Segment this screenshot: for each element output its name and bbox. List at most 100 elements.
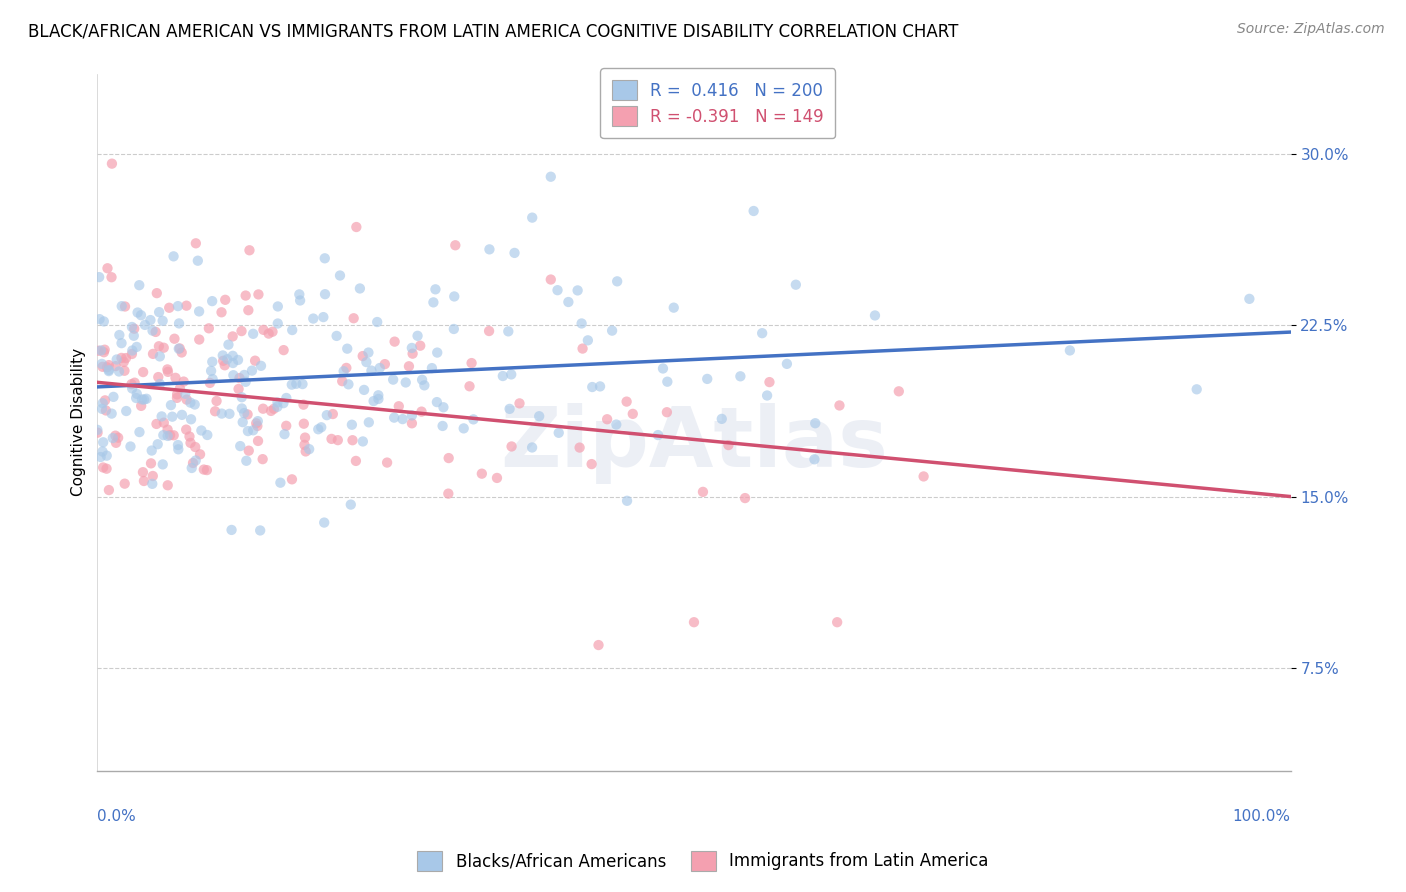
Point [571, 317, 593, 331]
Point [94, 403, 117, 417]
Point [616, 493, 638, 508]
Point [292, 398, 315, 412]
Point [294, 438, 316, 452]
Point [406, 328, 429, 343]
Point [413, 378, 436, 392]
Point [173, 375, 195, 389]
Point [180, 461, 202, 475]
Point [101, 156, 124, 170]
Point [266, 395, 288, 409]
Point [246, 414, 269, 428]
Point [125, 391, 148, 405]
Point [169, 342, 191, 356]
Point [325, 329, 347, 343]
Point [149, 376, 172, 391]
Point [411, 373, 433, 387]
Point [198, 376, 221, 390]
Point [751, 326, 773, 341]
Point [356, 355, 378, 369]
Point [184, 453, 207, 467]
Point [238, 244, 260, 258]
Point [211, 407, 233, 421]
Point [236, 424, 259, 438]
Point [696, 372, 718, 386]
Point [252, 401, 274, 416]
Point [276, 391, 298, 405]
Point [128, 278, 150, 293]
Text: ZipAtlas: ZipAtlas [501, 402, 889, 483]
Point [149, 350, 172, 364]
Point [426, 345, 449, 359]
Point [240, 363, 263, 377]
Point [314, 287, 336, 301]
Point [222, 349, 245, 363]
Point [167, 438, 190, 452]
Point [156, 478, 179, 492]
Point [492, 369, 515, 384]
Point [557, 295, 579, 310]
Point [621, 407, 644, 421]
Point [235, 288, 257, 302]
Point [344, 454, 367, 468]
Point [176, 299, 198, 313]
Point [360, 363, 382, 377]
Point [114, 364, 136, 378]
Point [235, 454, 257, 468]
Point [302, 311, 325, 326]
Point [463, 412, 485, 426]
Point [568, 441, 591, 455]
Point [181, 456, 204, 470]
Point [211, 305, 233, 319]
Point [97, 363, 120, 377]
Point [201, 294, 224, 309]
Point [179, 429, 201, 443]
Point [238, 303, 260, 318]
Point [243, 353, 266, 368]
Point [828, 399, 851, 413]
Point [105, 435, 128, 450]
Point [212, 353, 235, 368]
Point [887, 384, 910, 399]
Point [110, 351, 132, 365]
Point [122, 322, 145, 336]
Point [91, 396, 114, 410]
Point [201, 355, 224, 369]
Point [432, 419, 454, 434]
Point [657, 375, 679, 389]
Point [247, 287, 270, 301]
Point [307, 422, 329, 436]
Point [1059, 343, 1081, 358]
Point [217, 352, 239, 367]
Point [260, 404, 283, 418]
Point [201, 372, 224, 386]
Point [180, 412, 202, 426]
Point [128, 425, 150, 439]
Point [298, 442, 321, 457]
Point [93, 314, 115, 328]
Point [139, 313, 162, 327]
Point [132, 474, 155, 488]
Point [170, 345, 193, 359]
Point [453, 421, 475, 435]
Point [156, 429, 179, 443]
Point [156, 423, 179, 437]
Point [249, 524, 271, 538]
Point [478, 243, 501, 257]
Point [401, 409, 423, 423]
Point [166, 387, 188, 401]
Point [167, 317, 190, 331]
Point [267, 317, 290, 331]
Point [339, 498, 361, 512]
Point [652, 361, 675, 376]
Point [115, 351, 138, 365]
Point [581, 457, 603, 471]
Point [87, 343, 110, 358]
Point [420, 361, 443, 376]
Point [187, 253, 209, 268]
Point [273, 396, 295, 410]
Point [94, 393, 117, 408]
Point [401, 346, 423, 360]
Point [93, 345, 115, 359]
Point [357, 345, 380, 359]
Point [581, 380, 603, 394]
